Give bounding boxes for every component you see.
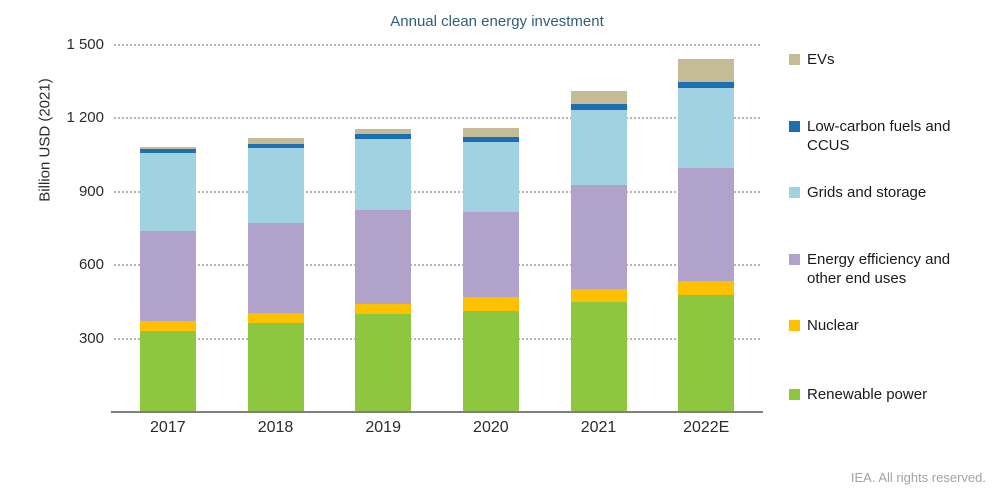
- copyright-note: IEA. All rights reserved.: [850, 470, 986, 485]
- legend-item-grids-and-storage: Grids and storage: [789, 183, 979, 202]
- legend-swatch-icon: [789, 389, 800, 400]
- y-tick-label-1200: 1 200: [66, 109, 104, 127]
- bar-segment-2022E-grids-and-storage: [678, 87, 735, 168]
- bar-segment-2022E-renewable-power: [678, 294, 735, 411]
- bar-2018: [247, 138, 304, 411]
- bar-2021: [570, 91, 627, 411]
- bar-segment-2020-energy-efficiency-and-other-end-uses: [462, 212, 519, 298]
- bar-segment-2022E-low-carbon-fuels-and-ccus: [678, 82, 735, 88]
- bar-segment-2020-renewable-power: [462, 310, 519, 411]
- bar-segment-2022E-evs: [678, 58, 735, 83]
- bar-segment-2018-grids-and-storage: [247, 148, 304, 223]
- bar-segment-2017-grids-and-storage: [139, 152, 196, 231]
- bar-2019: [355, 128, 412, 411]
- bars-row: [114, 44, 760, 411]
- bar-segment-2019-grids-and-storage: [355, 138, 412, 211]
- bar-segment-2019-nuclear: [355, 304, 412, 315]
- bar-2022E: [678, 58, 735, 411]
- y-tick-label-300: 300: [78, 329, 104, 347]
- bar-segment-2020-grids-and-storage: [462, 141, 519, 213]
- x-axis-line: [111, 411, 763, 413]
- legend-item-renewable-power: Renewable power: [789, 385, 979, 404]
- x-tick-label-2022E: 2022E: [683, 419, 730, 436]
- legend-item-nuclear: Nuclear: [789, 316, 979, 335]
- bar-slot-2020: [437, 44, 545, 411]
- bar-segment-2019-low-carbon-fuels-and-ccus: [355, 133, 412, 139]
- bar-segment-2021-grids-and-storage: [570, 110, 627, 186]
- legend-swatch-icon: [789, 320, 800, 331]
- bar-segment-2022E-nuclear: [678, 281, 735, 295]
- bar-segment-2019-evs: [355, 128, 412, 134]
- legend-item-evs: EVs: [789, 50, 979, 69]
- bar-slot-2017: [114, 44, 222, 411]
- y-tick-label-1500: 1 500: [66, 36, 104, 53]
- legend-item-energy-efficiency-and-other-end-uses: Energy efficiency and other end uses: [789, 250, 979, 288]
- y-tick-label-600: 600: [78, 256, 104, 274]
- legend-label: Energy efficiency and other end uses: [807, 251, 951, 287]
- bar-slot-2022E: [652, 44, 760, 411]
- x-tick-label-2018: 2018: [257, 419, 294, 436]
- legend-label: Nuclear: [807, 317, 859, 334]
- bar-segment-2017-low-carbon-fuels-and-ccus: [139, 149, 196, 153]
- legend-label: Renewable power: [807, 386, 928, 403]
- gridline-900: [114, 190, 760, 193]
- legend: EVs Low-carbon fuels and CCUS Grids and st…: [789, 0, 989, 460]
- x-tick-label-2020: 2020: [473, 419, 509, 436]
- bar-segment-2018-evs: [247, 138, 304, 144]
- y-tick-label-900: 900: [78, 182, 104, 200]
- legend-label: Grids and storage: [807, 184, 927, 201]
- x-tick-label-2017: 2017: [150, 419, 186, 436]
- bar-segment-2021-nuclear: [570, 289, 627, 303]
- bar-segment-2021-low-carbon-fuels-and-ccus: [570, 103, 627, 111]
- bar-slot-2021: [545, 44, 653, 411]
- bar-2020: [462, 128, 519, 411]
- bar-segment-2017-nuclear: [139, 321, 196, 332]
- bar-segment-2017-energy-efficiency-and-other-end-uses: [139, 230, 196, 322]
- bar-segment-2018-nuclear: [247, 312, 304, 324]
- bar-segment-2020-evs: [462, 128, 519, 138]
- bar-segment-2018-energy-efficiency-and-other-end-uses: [247, 222, 304, 313]
- bar-segment-2019-energy-efficiency-and-other-end-uses: [355, 210, 412, 305]
- bar-segment-2021-energy-efficiency-and-other-end-uses: [570, 185, 627, 290]
- bar-2017: [139, 147, 196, 411]
- legend-swatch-icon: [789, 121, 800, 132]
- bar-segment-2020-low-carbon-fuels-and-ccus: [462, 137, 519, 142]
- bar-segment-2017-evs: [139, 147, 196, 150]
- bar-segment-2021-evs: [570, 91, 627, 104]
- bar-segment-2018-renewable-power: [247, 323, 304, 411]
- gridline-300: [114, 337, 760, 340]
- bar-slot-2019: [329, 44, 437, 411]
- bar-segment-2017-renewable-power: [139, 331, 196, 411]
- legend-item-low-carbon-fuels-and-ccus: Low-carbon fuels and CCUS: [789, 117, 979, 155]
- bar-slot-2018: [222, 44, 330, 411]
- legend-swatch-icon: [789, 254, 800, 265]
- legend-label: EVs: [807, 51, 835, 68]
- x-tick-label-2021: 2021: [580, 419, 617, 436]
- bar-segment-2019-renewable-power: [355, 314, 412, 411]
- legend-swatch-icon: [789, 54, 800, 65]
- bar-segment-2022E-energy-efficiency-and-other-end-uses: [678, 167, 735, 282]
- chart-title: Annual clean energy investment: [390, 13, 604, 30]
- gridline-1200: [114, 117, 760, 120]
- legend-label: Low-carbon fuels and CCUS: [807, 118, 951, 154]
- bar-segment-2020-nuclear: [462, 297, 519, 311]
- gridline-600: [114, 264, 760, 267]
- legend-swatch-icon: [789, 187, 800, 198]
- x-axis-labels: 2017 2018 2019 2020 2021 2022E: [114, 419, 760, 437]
- bar-segment-2021-renewable-power: [570, 302, 627, 411]
- plot-area: [114, 44, 760, 412]
- bar-segment-2018-low-carbon-fuels-and-ccus: [247, 143, 304, 149]
- gridline-1500: [114, 44, 760, 46]
- x-tick-label-2019: 2019: [365, 419, 401, 436]
